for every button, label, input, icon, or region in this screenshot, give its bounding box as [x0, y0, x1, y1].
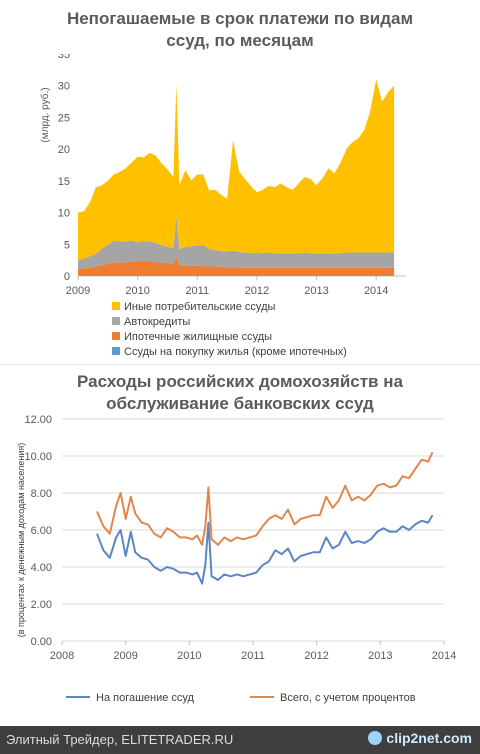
- area-series-0: [78, 275, 395, 276]
- x-tick-label: 2012: [304, 650, 328, 662]
- y-tick-label: 0: [64, 271, 70, 283]
- chart-title-line-1: Расходы российских домохозяйств на: [77, 372, 403, 391]
- y-tick-label: 0.00: [31, 636, 52, 648]
- chart-panel-overdue: Непогашаемые в срок платежи по видам ссу…: [0, 0, 480, 364]
- x-tick-label: 2014: [364, 285, 388, 297]
- area-series-1: [78, 256, 395, 276]
- x-tick-label: 2010: [177, 650, 201, 662]
- line-series-0: [96, 514, 434, 585]
- y-tick-label: 2.00: [31, 599, 52, 611]
- x-tick-label: 2013: [304, 285, 328, 297]
- y-axis-label: (млрд. руб.): [39, 87, 51, 142]
- x-tick-label: 2009: [113, 650, 137, 662]
- y-tick-label: 20: [58, 144, 70, 156]
- y-tick-label: 15: [58, 176, 70, 188]
- y-tick-label: 6.00: [31, 525, 52, 537]
- chart-title-line-2: обслуживание банковских ссуд: [106, 394, 374, 413]
- x-tick-label: 2011: [241, 650, 265, 662]
- x-tick-label: 2014: [432, 650, 456, 662]
- y-axis-label: (в процентах к денежным доходам населени…: [16, 443, 26, 638]
- x-tick-label: 2011: [185, 285, 209, 297]
- x-tick-label: 2013: [368, 650, 392, 662]
- x-tick-label: 2008: [50, 650, 74, 662]
- y-tick-label: 5: [64, 239, 70, 251]
- y-tick-label: 30: [58, 81, 70, 93]
- y-tick-label: 8.00: [31, 488, 52, 500]
- x-tick-label: 2012: [245, 285, 269, 297]
- line-chart: 0.00 2.00 4.00 6.00 8.00 10.00 12.00 2008 2009 20…: [16, 415, 456, 704]
- footer-brand-text: clip2net.com: [386, 730, 472, 746]
- legend-label: Ссуды на покупку жилья (кроме ипотечных): [124, 346, 347, 358]
- y-tick-label: 10: [58, 208, 70, 220]
- chart-title-line-1: Непогашаемые в срок платежи по видам: [66, 9, 414, 28]
- footer-bar: Элитный Трейдер, ELITETRADER.RU clip2net…: [0, 726, 480, 754]
- legend-swatch: [112, 317, 120, 325]
- y-tick-label: 12.00: [24, 415, 52, 426]
- footer-brand[interactable]: clip2net.com: [368, 730, 472, 746]
- legend-swatch: [112, 332, 120, 340]
- x-tick-label: 2009: [66, 285, 90, 297]
- x-tick-label: 2010: [125, 285, 149, 297]
- legend-label: На погашение ссуд: [96, 692, 195, 704]
- area-series-3: [78, 79, 395, 261]
- area-series-2: [78, 215, 395, 269]
- legend-swatch: [112, 302, 120, 310]
- y-tick-label: 10.00: [24, 451, 52, 463]
- y-tick-label: 35: [58, 54, 70, 61]
- chart-title-line-2: ссуд, по месяцам: [166, 31, 314, 50]
- legend-label: Ипотечные жилищные ссуды: [124, 331, 272, 343]
- clip2net-logo-icon: [368, 731, 383, 745]
- chart-panel-expenses: Расходы российских домохозяйств на обслу…: [0, 364, 480, 727]
- legend-label: Всего, с учетом процентов: [280, 692, 416, 704]
- legend-label: Иные потребительские ссуды: [124, 301, 275, 313]
- footer-source: Элитный Трейдер, ELITETRADER.RU: [6, 732, 234, 747]
- line-series-1: [96, 451, 434, 546]
- stacked-area-chart: 0 5 10 15 20 25 30 35 2009 2010 2011 2012 2013 2014 (м…: [39, 54, 406, 358]
- legend-label: Автокредиты: [124, 316, 190, 328]
- legend-swatch: [112, 347, 120, 355]
- y-tick-label: 4.00: [31, 562, 52, 574]
- y-tick-label: 25: [58, 112, 70, 124]
